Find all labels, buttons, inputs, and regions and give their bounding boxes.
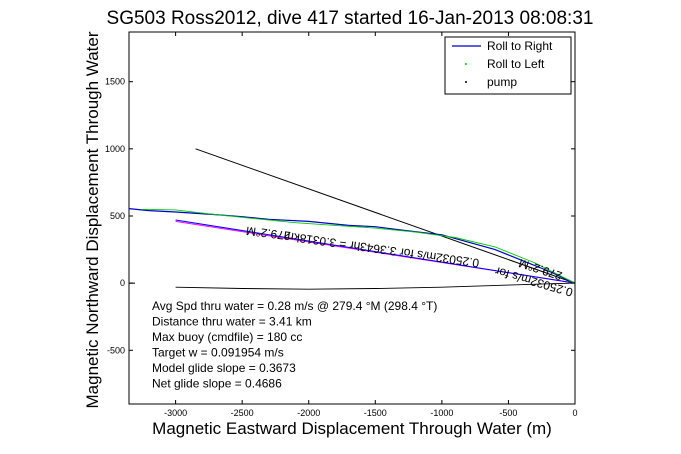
series-roll-to-left xyxy=(175,282,576,290)
x-tick-label: -1000 xyxy=(430,408,453,418)
annotation-line: Target w = 0.091954 m/s xyxy=(152,346,284,360)
series-pump xyxy=(128,208,576,284)
x-axis-label: Magnetic Eastward Displacement Through W… xyxy=(152,419,552,438)
legend-roll-to-left-label: pump xyxy=(487,75,517,89)
rotated-label: 279.2°M xyxy=(245,224,291,243)
legend-roll-to-right-label: Roll to Left xyxy=(487,57,545,71)
y-tick-label: 0 xyxy=(120,278,125,288)
y-tick-label: 1500 xyxy=(105,77,125,87)
legend-pump-label: Roll to Right xyxy=(487,39,553,53)
annotations: Avg Spd thru water = 0.28 m/s @ 279.4 °M… xyxy=(152,299,437,391)
annotation-line: Distance thru water = 3.41 km xyxy=(152,315,312,329)
chart-title: SG503 Ross2012, dive 417 started 16-Jan-… xyxy=(107,8,594,29)
legend: Roll to Right Roll to Left pump xyxy=(444,36,572,95)
x-tick-label: -3000 xyxy=(164,408,187,418)
x-tick-label: 0 xyxy=(572,408,577,418)
annotation-line: Net glide slope = 0.4686 xyxy=(152,377,282,391)
x-tick-label: -2500 xyxy=(231,408,254,418)
y-tick-label: -500 xyxy=(107,345,125,355)
x-tick-label: -500 xyxy=(499,408,517,418)
x-tick-label: -2000 xyxy=(297,408,320,418)
series-group xyxy=(128,148,576,290)
annotation-line: Max buoy (cmdfile) = 180 cc xyxy=(152,330,302,344)
annotation-line: Avg Spd thru water = 0.28 m/s @ 279.4 °M… xyxy=(152,299,437,313)
y-axis-label: Magnetic Northward Displacement Through … xyxy=(83,31,102,408)
reference-line xyxy=(175,219,576,284)
legend-roll-to-right-swatch xyxy=(465,63,467,65)
y-ticks: -500 0 500 1000 1500 xyxy=(105,77,575,355)
annotation-line: Model glide slope = 0.3673 xyxy=(152,361,296,375)
y-tick-label: 1000 xyxy=(105,144,125,154)
x-tick-label: -1500 xyxy=(364,408,387,418)
reference-line xyxy=(195,148,576,284)
legend-roll-to-left-swatch xyxy=(465,81,467,83)
x-ticks: -3000 -2500 -2000 -1500 -1000 -500 0 xyxy=(164,32,578,418)
y-tick-label: 500 xyxy=(110,211,125,221)
series-roll-to-right xyxy=(142,208,576,284)
